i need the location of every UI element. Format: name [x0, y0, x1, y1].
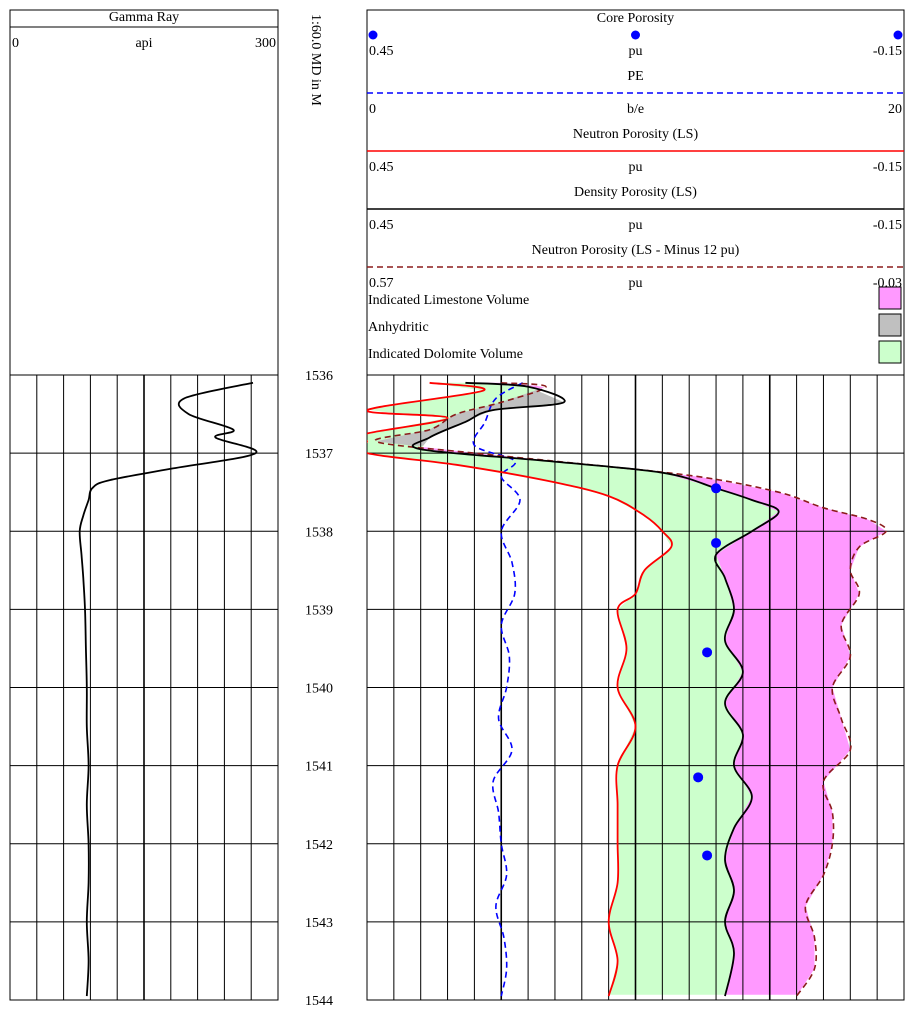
depth-label: 1539 — [305, 603, 333, 618]
curve-header-density-porosity-ls: Density Porosity (LS) 0.45 pu -0.15 — [367, 185, 904, 233]
core-porosity-marker — [893, 30, 903, 40]
core-porosity-point — [711, 483, 722, 494]
dolomite-fill — [367, 382, 779, 995]
gamma-ray-min-label: 0 — [12, 36, 19, 51]
curve-name: Core Porosity — [597, 11, 674, 26]
curve-header-neutron-porosity-ls: Neutron Porosity (LS) 0.45 pu -0.15 — [367, 127, 904, 175]
depth-label: 1536 — [305, 369, 333, 384]
depth-scale-label: 1:60.0 MD in M — [308, 14, 323, 106]
curve-left-value: 0.45 — [369, 160, 394, 175]
gamma-ray-track — [9, 374, 279, 1001]
curve-right-value: -0.15 — [873, 218, 902, 233]
curve-left-value: 0.57 — [369, 276, 394, 291]
porosity-track — [366, 374, 905, 1001]
legend-label: Indicated Limestone Volume — [368, 293, 529, 308]
depth-track: 1536 1537 1538 1539 1540 1541 1542 1543 1544 — [305, 369, 333, 1009]
legend-indicated-limestone-volume: Indicated Limestone Volume — [368, 286, 902, 310]
depth-label: 1543 — [305, 916, 333, 931]
curve-right-value: 20 — [888, 102, 902, 117]
curve-name: PE — [627, 69, 643, 84]
neutron-porosity-minus-12-curve — [374, 382, 887, 997]
core-porosity-point — [693, 772, 704, 783]
depth-label: 1538 — [305, 525, 333, 540]
core-porosity-point — [702, 647, 713, 658]
curve-name: Neutron Porosity (LS - Minus 12 pu) — [532, 243, 740, 258]
core-porosity-point — [702, 850, 713, 861]
core-porosity-marker — [368, 30, 378, 40]
legend-anhydritic: Anhydritic — [368, 313, 902, 337]
legend-label: Indicated Dolomite Volume — [368, 347, 523, 362]
curve-unit: pu — [629, 276, 643, 291]
depth-label: 1537 — [305, 447, 333, 462]
gamma-ray-header: Gamma Ray 0 api 300 — [9, 9, 279, 376]
curve-unit: pu — [629, 44, 643, 59]
curve-right-value: -0.15 — [873, 160, 902, 175]
legend-indicated-dolomite-volume: Indicated Dolomite Volume — [368, 340, 902, 364]
gamma-ray-title: Gamma Ray — [109, 10, 179, 25]
gamma-ray-unit: api — [135, 36, 152, 51]
gamma-ray-curve — [78, 381, 258, 997]
gamma-ray-max-label: 300 — [255, 36, 276, 51]
anhydritic-fill — [376, 390, 564, 446]
curve-header: Core Porosity 0.45 pu -0.15 PE 0 b/e 20 Neutron … — [366, 9, 905, 376]
curve-name: Density Porosity (LS) — [574, 185, 697, 200]
curve-unit: pu — [629, 160, 643, 175]
core-porosity-marker — [631, 30, 640, 40]
core-porosity-point — [711, 537, 722, 548]
curve-unit: pu — [629, 218, 643, 233]
curve-header-core-porosity: Core Porosity 0.45 pu -0.15 — [368, 11, 903, 59]
curve-left-value: 0 — [369, 102, 376, 117]
curve-left-value: 0.45 — [369, 218, 394, 233]
legend-swatch — [878, 340, 902, 364]
legend-swatch — [878, 286, 902, 310]
depth-label: 1540 — [305, 682, 333, 697]
density-porosity-curve — [411, 381, 780, 997]
curve-left-value: 0.45 — [369, 44, 394, 59]
curve-unit: b/e — [627, 102, 644, 117]
curve-right-value: -0.15 — [873, 44, 902, 59]
curve-header-pe: PE 0 b/e 20 — [367, 69, 904, 117]
curve-header-neutron-porosity-ls-minus-12-pu: Neutron Porosity (LS - Minus 12 pu) 0.57 p… — [367, 243, 904, 291]
depth-label: 1542 — [305, 838, 333, 853]
depth-label: 1544 — [305, 994, 333, 1009]
curve-name: Neutron Porosity (LS) — [573, 127, 699, 142]
legend-swatch — [878, 313, 902, 337]
neutron-porosity-curve — [367, 381, 673, 997]
legend-label: Anhydritic — [368, 320, 429, 335]
depth-label: 1541 — [305, 760, 333, 775]
